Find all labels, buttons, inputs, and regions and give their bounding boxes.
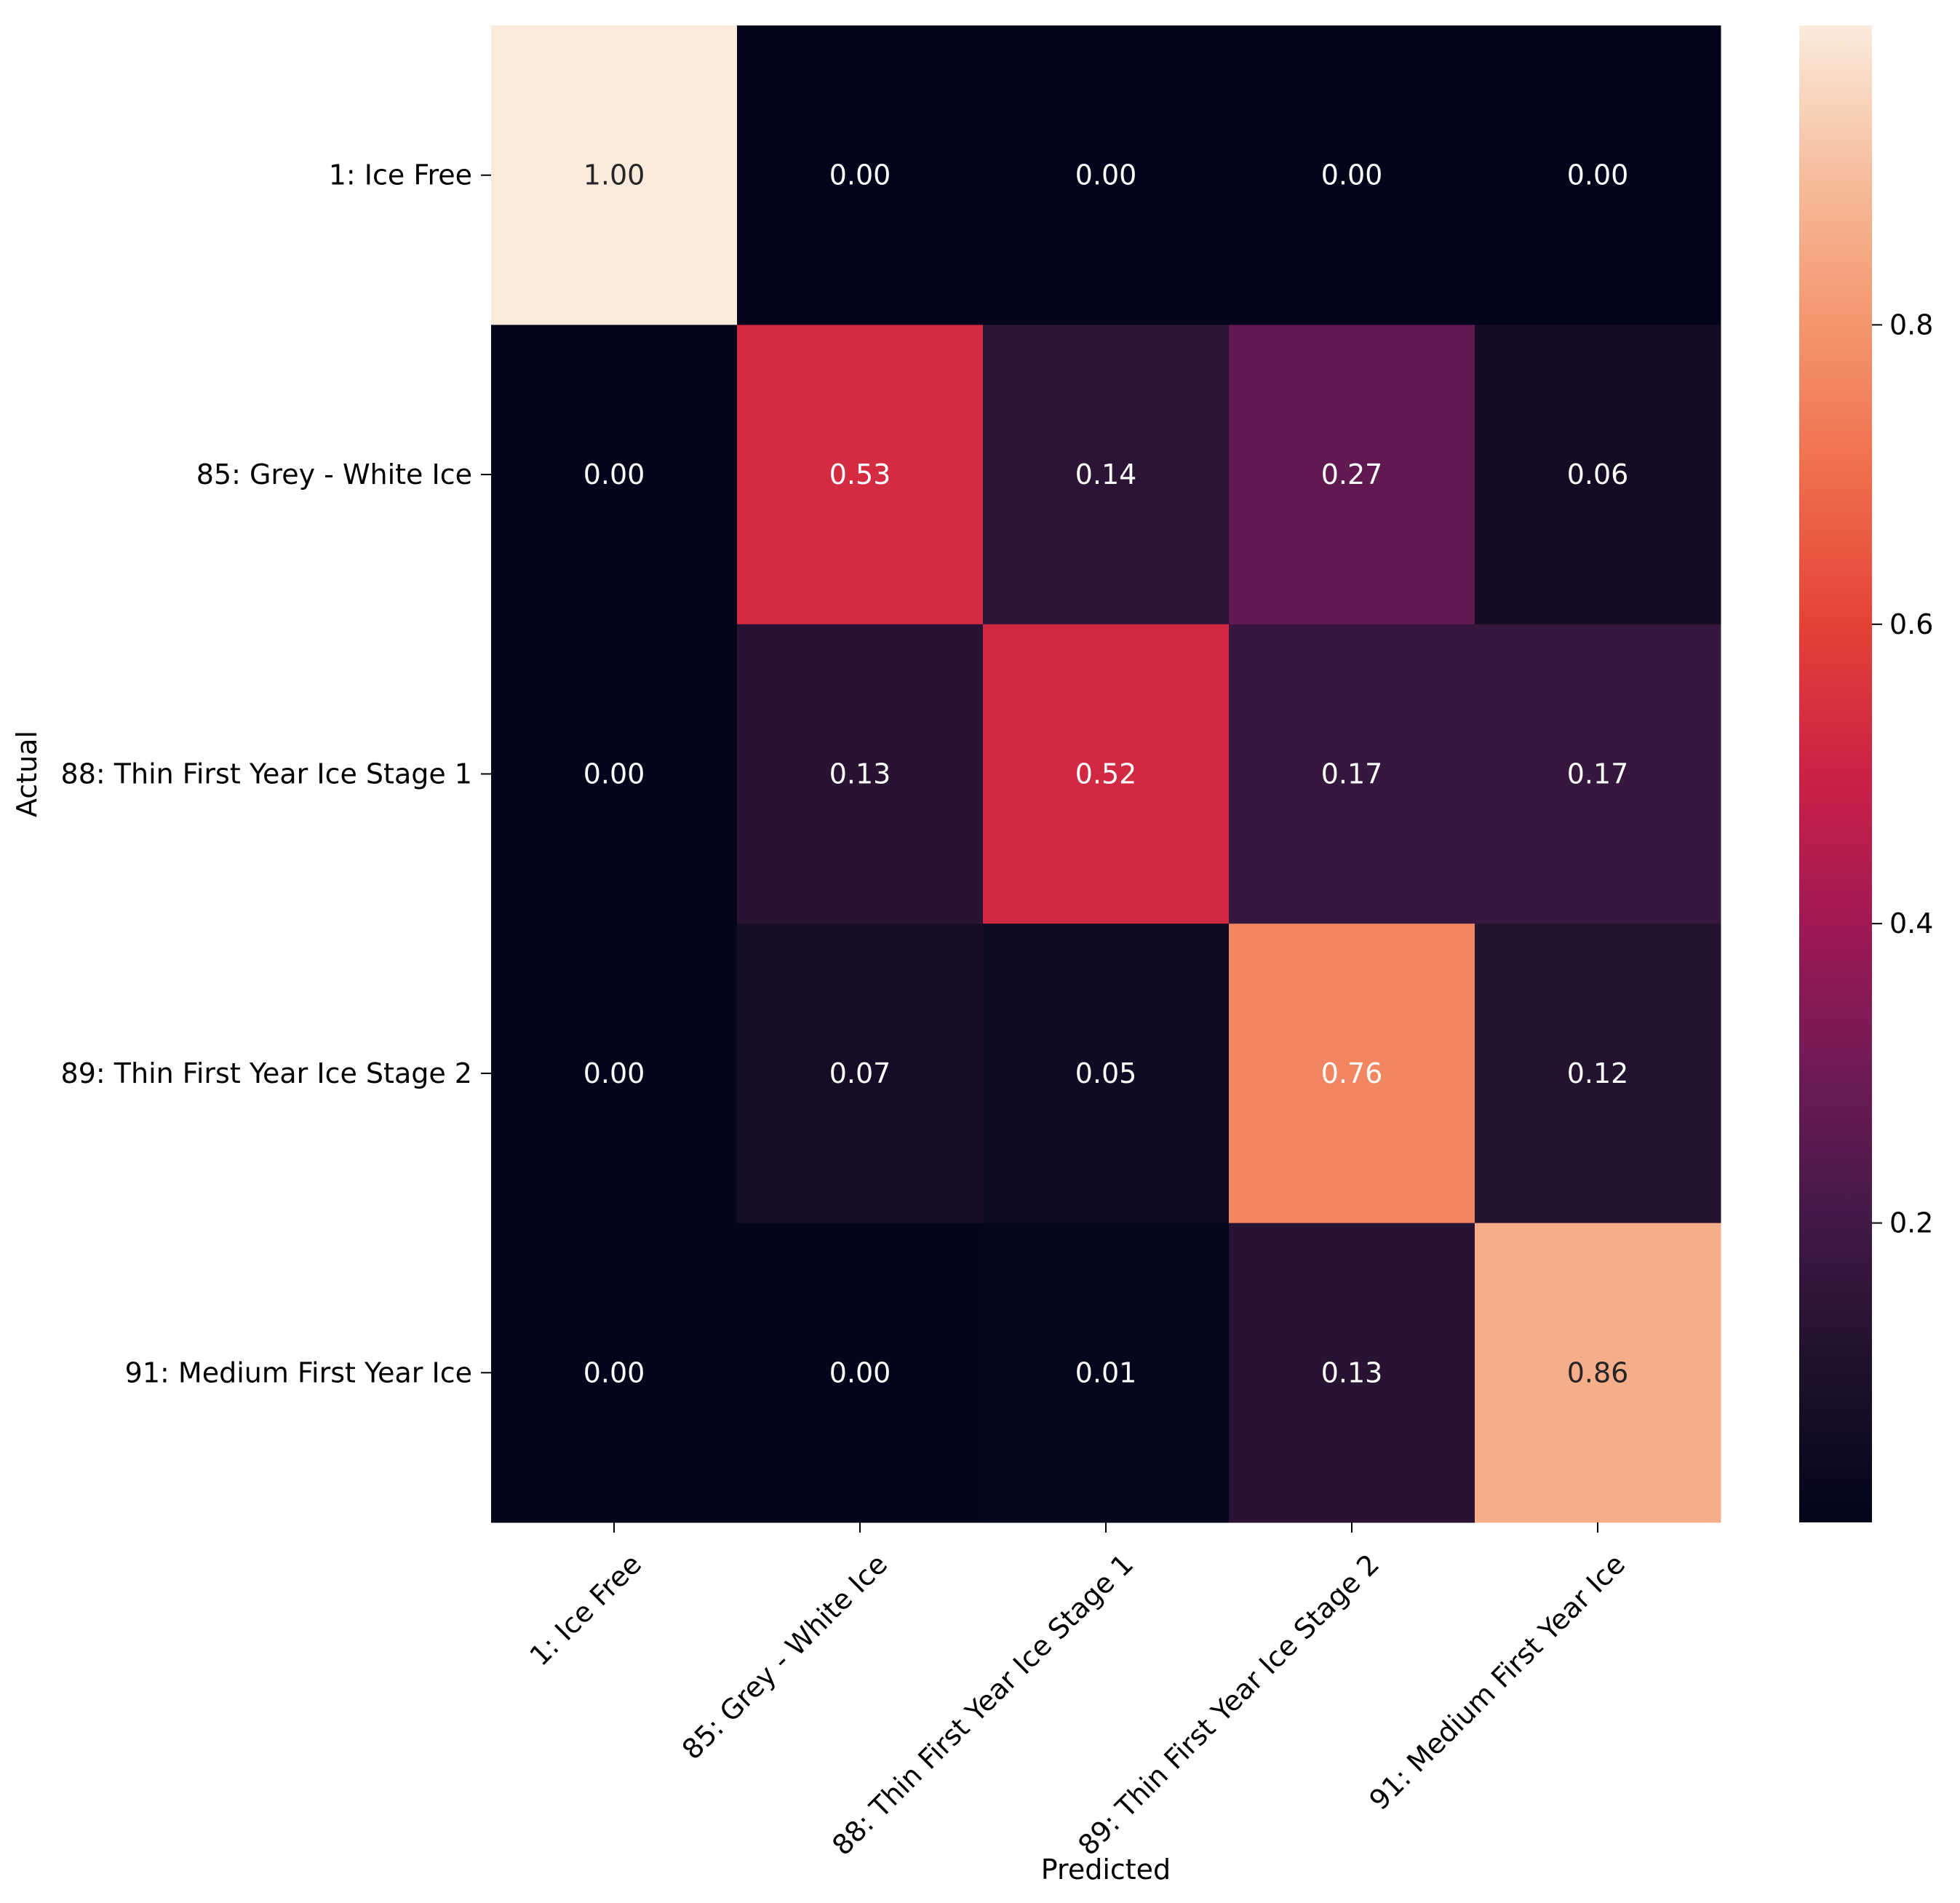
cell-value-label-r4-c1: 0.00 xyxy=(829,1356,891,1388)
heatmap-cell-r2-c2 xyxy=(983,624,1230,924)
colorbar: 0.2 0.4 0.6 0.8 xyxy=(1799,25,1933,1522)
cell-value-label-r3-c0: 0.00 xyxy=(583,1057,645,1089)
cell-value-label-r0-c2: 0.00 xyxy=(1075,159,1137,191)
heatmap-cell-r1-c1 xyxy=(737,325,984,625)
heatmap-cells xyxy=(491,25,1721,1523)
cell-value-label-r4-c3: 0.13 xyxy=(1321,1356,1383,1388)
cell-value-label-r2-c4: 0.17 xyxy=(1567,758,1629,790)
colorbar-tick-label-1: 0.4 xyxy=(1889,907,1933,939)
y-tick-label-1: 85: Grey - White Ice xyxy=(196,458,472,490)
heatmap-cell-r0-c0 xyxy=(491,25,738,325)
heatmap-cell-r4-c0 xyxy=(491,1223,738,1523)
cell-value-label-r2-c0: 0.00 xyxy=(583,758,645,790)
heatmap-cell-r2-c1 xyxy=(737,624,984,924)
cell-value-label-r0-c1: 0.00 xyxy=(829,159,891,191)
colorbar-tick-label-3: 0.8 xyxy=(1889,309,1933,341)
cell-value-label-r2-c3: 0.17 xyxy=(1321,758,1383,790)
heatmap-cell-r1-c3 xyxy=(1229,325,1475,625)
heatmap-cell-r3-c2 xyxy=(983,923,1230,1224)
cell-value-label-r1-c2: 0.14 xyxy=(1075,458,1137,490)
y-tick-label-4: 91: Medium First Year Ice xyxy=(125,1356,472,1388)
colorbar-tick-label-2: 0.6 xyxy=(1889,608,1933,640)
heatmap-cell-r2-c4 xyxy=(1475,624,1721,924)
y-tick-label-2: 88: Thin First Year Ice Stage 1 xyxy=(61,758,472,790)
heatmap-cell-r4-c3 xyxy=(1229,1223,1475,1523)
cell-value-label-r4-c0: 0.00 xyxy=(583,1356,645,1388)
heatmap-cell-r0-c1 xyxy=(737,25,984,325)
heatmap-cell-r3-c0 xyxy=(491,923,738,1224)
cell-value-label-r1-c0: 0.00 xyxy=(583,458,645,490)
x-tick-label-0: 1: Ice Free xyxy=(524,1548,648,1672)
x-tick-label-1: 85: Grey - White Ice xyxy=(676,1548,893,1765)
heatmap-cell-r4-c2 xyxy=(983,1223,1230,1523)
cell-value-label-r4-c2: 0.01 xyxy=(1075,1356,1137,1388)
heatmap-cell-r3-c4 xyxy=(1475,923,1721,1224)
cell-value-label-r1-c1: 0.53 xyxy=(829,458,891,490)
cell-value-label-r3-c1: 0.07 xyxy=(829,1057,891,1089)
colorbar-gradient xyxy=(1799,25,1872,1522)
cell-value-label-r4-c4: 0.86 xyxy=(1567,1356,1629,1388)
cell-value-label-r3-c4: 0.12 xyxy=(1567,1057,1629,1089)
cell-value-label-r0-c0: 1.00 xyxy=(583,159,645,191)
heatmap-cell-r3-c3 xyxy=(1229,923,1475,1224)
heatmap-cell-r2-c3 xyxy=(1229,624,1475,924)
heatmap-cell-labels: 1.00 0.00 0.00 0.00 0.00 0.00 0.53 0.14 0.27 0.06… xyxy=(583,159,1629,1389)
y-axis: 1: Ice Free 85: Grey - White Ice 88: Thin … xyxy=(61,159,491,1388)
cell-value-label-r1-c4: 0.06 xyxy=(1567,458,1629,490)
x-tick-label-3: 89: Thin First Year Ice Stage 2 xyxy=(1072,1548,1385,1862)
y-axis-title: Actual xyxy=(11,731,43,817)
y-tick-label-0: 1: Ice Free xyxy=(329,159,472,191)
heatmap-cell-r0-c4 xyxy=(1475,25,1721,325)
heatmap-cell-r3-c1 xyxy=(737,923,984,1224)
y-tick-label-3: 89: Thin First Year Ice Stage 2 xyxy=(61,1057,472,1089)
heatmap-cell-r2-c0 xyxy=(491,624,738,924)
cell-value-label-r3-c2: 0.05 xyxy=(1075,1057,1137,1089)
x-tick-label-2: 88: Thin First Year Ice Stage 1 xyxy=(826,1548,1139,1862)
heatmap-cell-r1-c0 xyxy=(491,325,738,625)
heatmap-cell-r4-c1 xyxy=(737,1223,984,1523)
x-axis-title: Predicted xyxy=(1041,1854,1171,1886)
cell-value-label-r2-c2: 0.52 xyxy=(1075,758,1137,790)
heatmap-cell-r1-c2 xyxy=(983,325,1230,625)
cell-value-label-r2-c1: 0.13 xyxy=(829,758,891,790)
heatmap-cell-r0-c2 xyxy=(983,25,1230,325)
cell-value-label-r1-c3: 0.27 xyxy=(1321,458,1383,490)
heatmap-cell-r4-c4 xyxy=(1475,1223,1721,1523)
heatmap-cell-r0-c3 xyxy=(1229,25,1475,325)
x-tick-label-4: 91: Medium First Year Ice xyxy=(1363,1548,1632,1816)
cell-value-label-r0-c4: 0.00 xyxy=(1567,159,1629,191)
cell-value-label-r3-c3: 0.76 xyxy=(1321,1057,1383,1089)
cell-value-label-r0-c3: 0.00 xyxy=(1321,159,1383,191)
colorbar-tick-label-0: 0.2 xyxy=(1889,1207,1933,1239)
heatmap-cell-r1-c4 xyxy=(1475,325,1721,625)
